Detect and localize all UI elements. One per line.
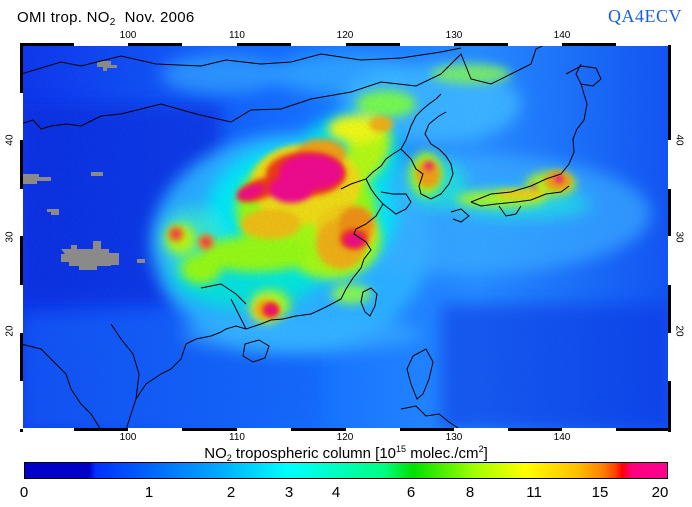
colorbar-tick: 2 [226,484,236,501]
brand-label: QA4ECV [608,6,682,26]
colorbar-tick: 20 [651,484,669,501]
title-text: OMI trop. NO [17,9,110,26]
map-frame-ticks [20,43,671,432]
lat-tick-left: 20 [4,325,16,337]
lat-tick-right: 40 [673,134,685,146]
colorbar-title-sup: 15 [396,444,407,454]
lat-tick-right: 30 [673,231,685,243]
colorbar-title-suffix: molec./cm [406,445,479,462]
lon-tick-bottom: 100 [119,432,137,443]
colorbar-tick: 0 [19,484,29,501]
colorbar-tick: 3 [284,484,294,501]
lon-tick-top: 110 [229,30,245,41]
map-title: OMI trop. NO2 Nov. 2006 [17,9,195,28]
lon-tick-bottom: 140 [553,432,571,443]
colorbar-title-sup2: 2 [478,444,484,454]
lon-tick-top: 100 [119,30,137,41]
title-date: Nov. 2006 [115,9,195,26]
colorbar-tick: 15 [591,484,609,501]
lat-tick-left: 40 [4,134,16,146]
colorbar-title: NO2 tropospheric column [1015 molec./cm2… [0,444,692,463]
colorbar-tick: 6 [406,484,416,501]
lon-tick-bottom: 110 [229,432,245,443]
missing-data-patches [21,61,145,270]
lon-tick-bottom: 120 [336,432,354,443]
lon-tick-top: 140 [553,30,571,41]
lat-tick-left: 30 [4,231,16,243]
colorbar-tick: 8 [465,484,475,501]
colorbar-title-sub: 2 [226,453,232,463]
lat-tick-right: 20 [673,325,685,337]
colorbar-title-end: ] [483,445,488,462]
lon-tick-bottom: 130 [445,432,463,443]
title-subscript: 2 [109,17,116,28]
colorbar-title-mid: tropospheric column [10 [231,445,397,462]
lon-tick-top: 120 [336,30,354,41]
no2-heatmap-svg [21,44,670,430]
lon-tick-top: 130 [445,30,463,41]
colorbar-tick: 11 [526,484,542,501]
coastlines [21,44,602,430]
colorbar-title-text: NO [204,445,227,462]
no2-map [20,43,671,431]
colorbar-tick: 4 [331,484,341,501]
colorbar [24,462,668,479]
colorbar-tick: 1 [144,484,154,501]
